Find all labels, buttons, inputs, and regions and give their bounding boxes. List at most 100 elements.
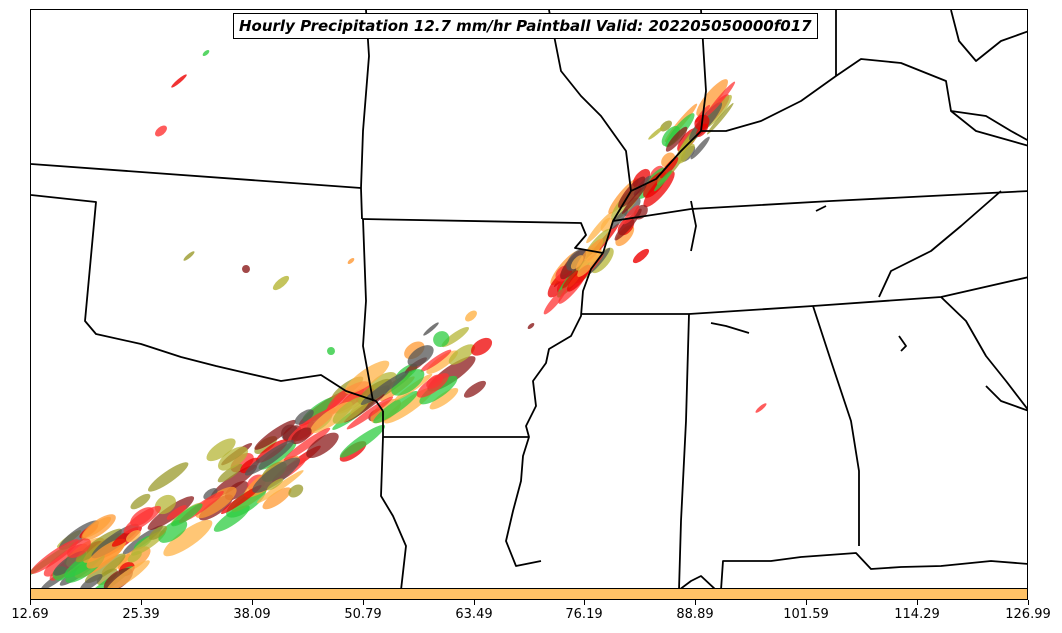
colorbar-tick-label: 50.79: [344, 607, 382, 622]
colorbar-tick-mark: [30, 600, 31, 605]
paintball-blob: [465, 310, 477, 322]
paintball-blob: [217, 463, 243, 483]
paintball-blob: [291, 427, 312, 445]
paintball-blob: [433, 331, 450, 347]
colorbar-tick-label: 12.69: [11, 607, 49, 622]
colorbar-tick-mark: [474, 600, 475, 605]
paintball-blob: [242, 265, 250, 273]
missouri-western-border: [360, 10, 370, 220]
paintball-blob: [202, 50, 210, 56]
paintball-blob: [575, 238, 604, 271]
paintball-blob: [577, 249, 601, 277]
paintball-blob: [527, 323, 535, 329]
paintball-blob: [426, 350, 458, 374]
paintball-blob: [81, 514, 116, 541]
colorbar-tick-mark: [252, 600, 253, 605]
mo-ar-border: [361, 218, 604, 254]
paintball-blob: [705, 81, 736, 118]
paintball-blob: [562, 270, 579, 289]
paintball-blob: [621, 184, 647, 215]
paintball-blob: [254, 419, 296, 450]
paintball-blob: [217, 446, 248, 471]
ok-panhandle-border: [31, 194, 384, 412]
paintball-blob: [570, 255, 584, 270]
ok-ar-border: [362, 218, 374, 402]
paintball-blob: [96, 568, 118, 586]
paintball-blob: [327, 347, 335, 355]
paintball-blob: [126, 530, 141, 543]
nc-tn-border: [878, 190, 1002, 298]
paintball-blob: [344, 360, 390, 394]
paintball-blob: [106, 560, 150, 588]
colorbar-tick-label: 126.99: [1005, 607, 1051, 622]
paintball-blob: [240, 457, 260, 474]
paintball-blob: [155, 125, 167, 137]
paintball-blob: [648, 126, 664, 140]
paintball-blob: [661, 125, 681, 147]
tx-la-border: [380, 436, 407, 588]
paintball-blob: [690, 136, 710, 160]
ga-sc-border: [940, 296, 1027, 410]
paintball-blob: [158, 519, 188, 543]
colorbar-tick-mark: [917, 600, 918, 605]
paintball-blob: [429, 388, 459, 410]
paintball-blob: [677, 143, 695, 164]
paintball-blob: [127, 550, 142, 563]
colorbar-tick-label: 25.39: [122, 607, 160, 622]
ms-al-border: [678, 313, 690, 588]
gulf-coast-west: [680, 575, 716, 588]
paintball-blob: [654, 170, 672, 192]
colorbar-tick-mark: [695, 600, 696, 605]
colorbar-tick-label: 63.49: [455, 607, 493, 622]
paintball-blob: [660, 120, 672, 132]
ky-north-river: [630, 58, 1027, 192]
paintball-blob: [420, 349, 452, 372]
paintball-blob: [614, 208, 642, 241]
paintball-blob: [332, 395, 370, 424]
paintball-blob: [195, 486, 237, 519]
paintball-blob: [148, 525, 167, 540]
paintball-blob: [306, 432, 339, 458]
paintball-blob: [623, 197, 641, 217]
paintball-blob: [148, 462, 189, 492]
paintball-blob: [123, 505, 162, 534]
paintball-blob: [67, 538, 91, 558]
paintball-blob: [31, 539, 79, 574]
paintball-blob: [130, 493, 151, 510]
paintball-blob: [665, 126, 688, 152]
kansas-oklahoma-border: [31, 163, 362, 189]
colorbar-tick-mark: [584, 600, 585, 605]
colorbar-tick-mark: [141, 600, 142, 605]
paintball-blob: [256, 470, 304, 504]
paintball-blob: [706, 102, 734, 135]
paintball-blob: [163, 519, 213, 557]
paintball-blob: [262, 487, 292, 510]
paintball-blob: [339, 424, 386, 458]
paintball-blob: [373, 390, 418, 424]
paintball-blob: [171, 74, 187, 88]
colorbar-tick-mark: [1028, 600, 1029, 605]
paintball-blob: [448, 344, 475, 365]
colorbar-tick-label: 76.19: [565, 607, 603, 622]
paintball-blob: [283, 427, 331, 461]
kentucky-lake: [690, 200, 697, 252]
paintball-blob: [347, 258, 355, 264]
paintball-blob: [586, 211, 613, 244]
state-borders: [31, 10, 1027, 588]
paintball-blob: [272, 275, 290, 291]
colorbar-tick-label: 38.09: [233, 607, 271, 622]
paintball-blob: [610, 208, 628, 230]
paintball-blob: [171, 503, 203, 527]
colorbar-tick-mark: [806, 600, 807, 605]
paintball-blob: [407, 345, 434, 367]
il-mo-river: [548, 10, 632, 222]
precipitation-swaths: [31, 50, 767, 588]
paintball-blob: [463, 380, 487, 398]
paintball-blob: [346, 396, 394, 430]
paintball-blob: [419, 375, 458, 405]
paintball-blob: [423, 322, 439, 336]
map-frame: [30, 9, 1028, 589]
paintball-blob: [391, 369, 425, 396]
paintball-blob: [426, 374, 444, 389]
paintball-blob: [471, 337, 493, 356]
